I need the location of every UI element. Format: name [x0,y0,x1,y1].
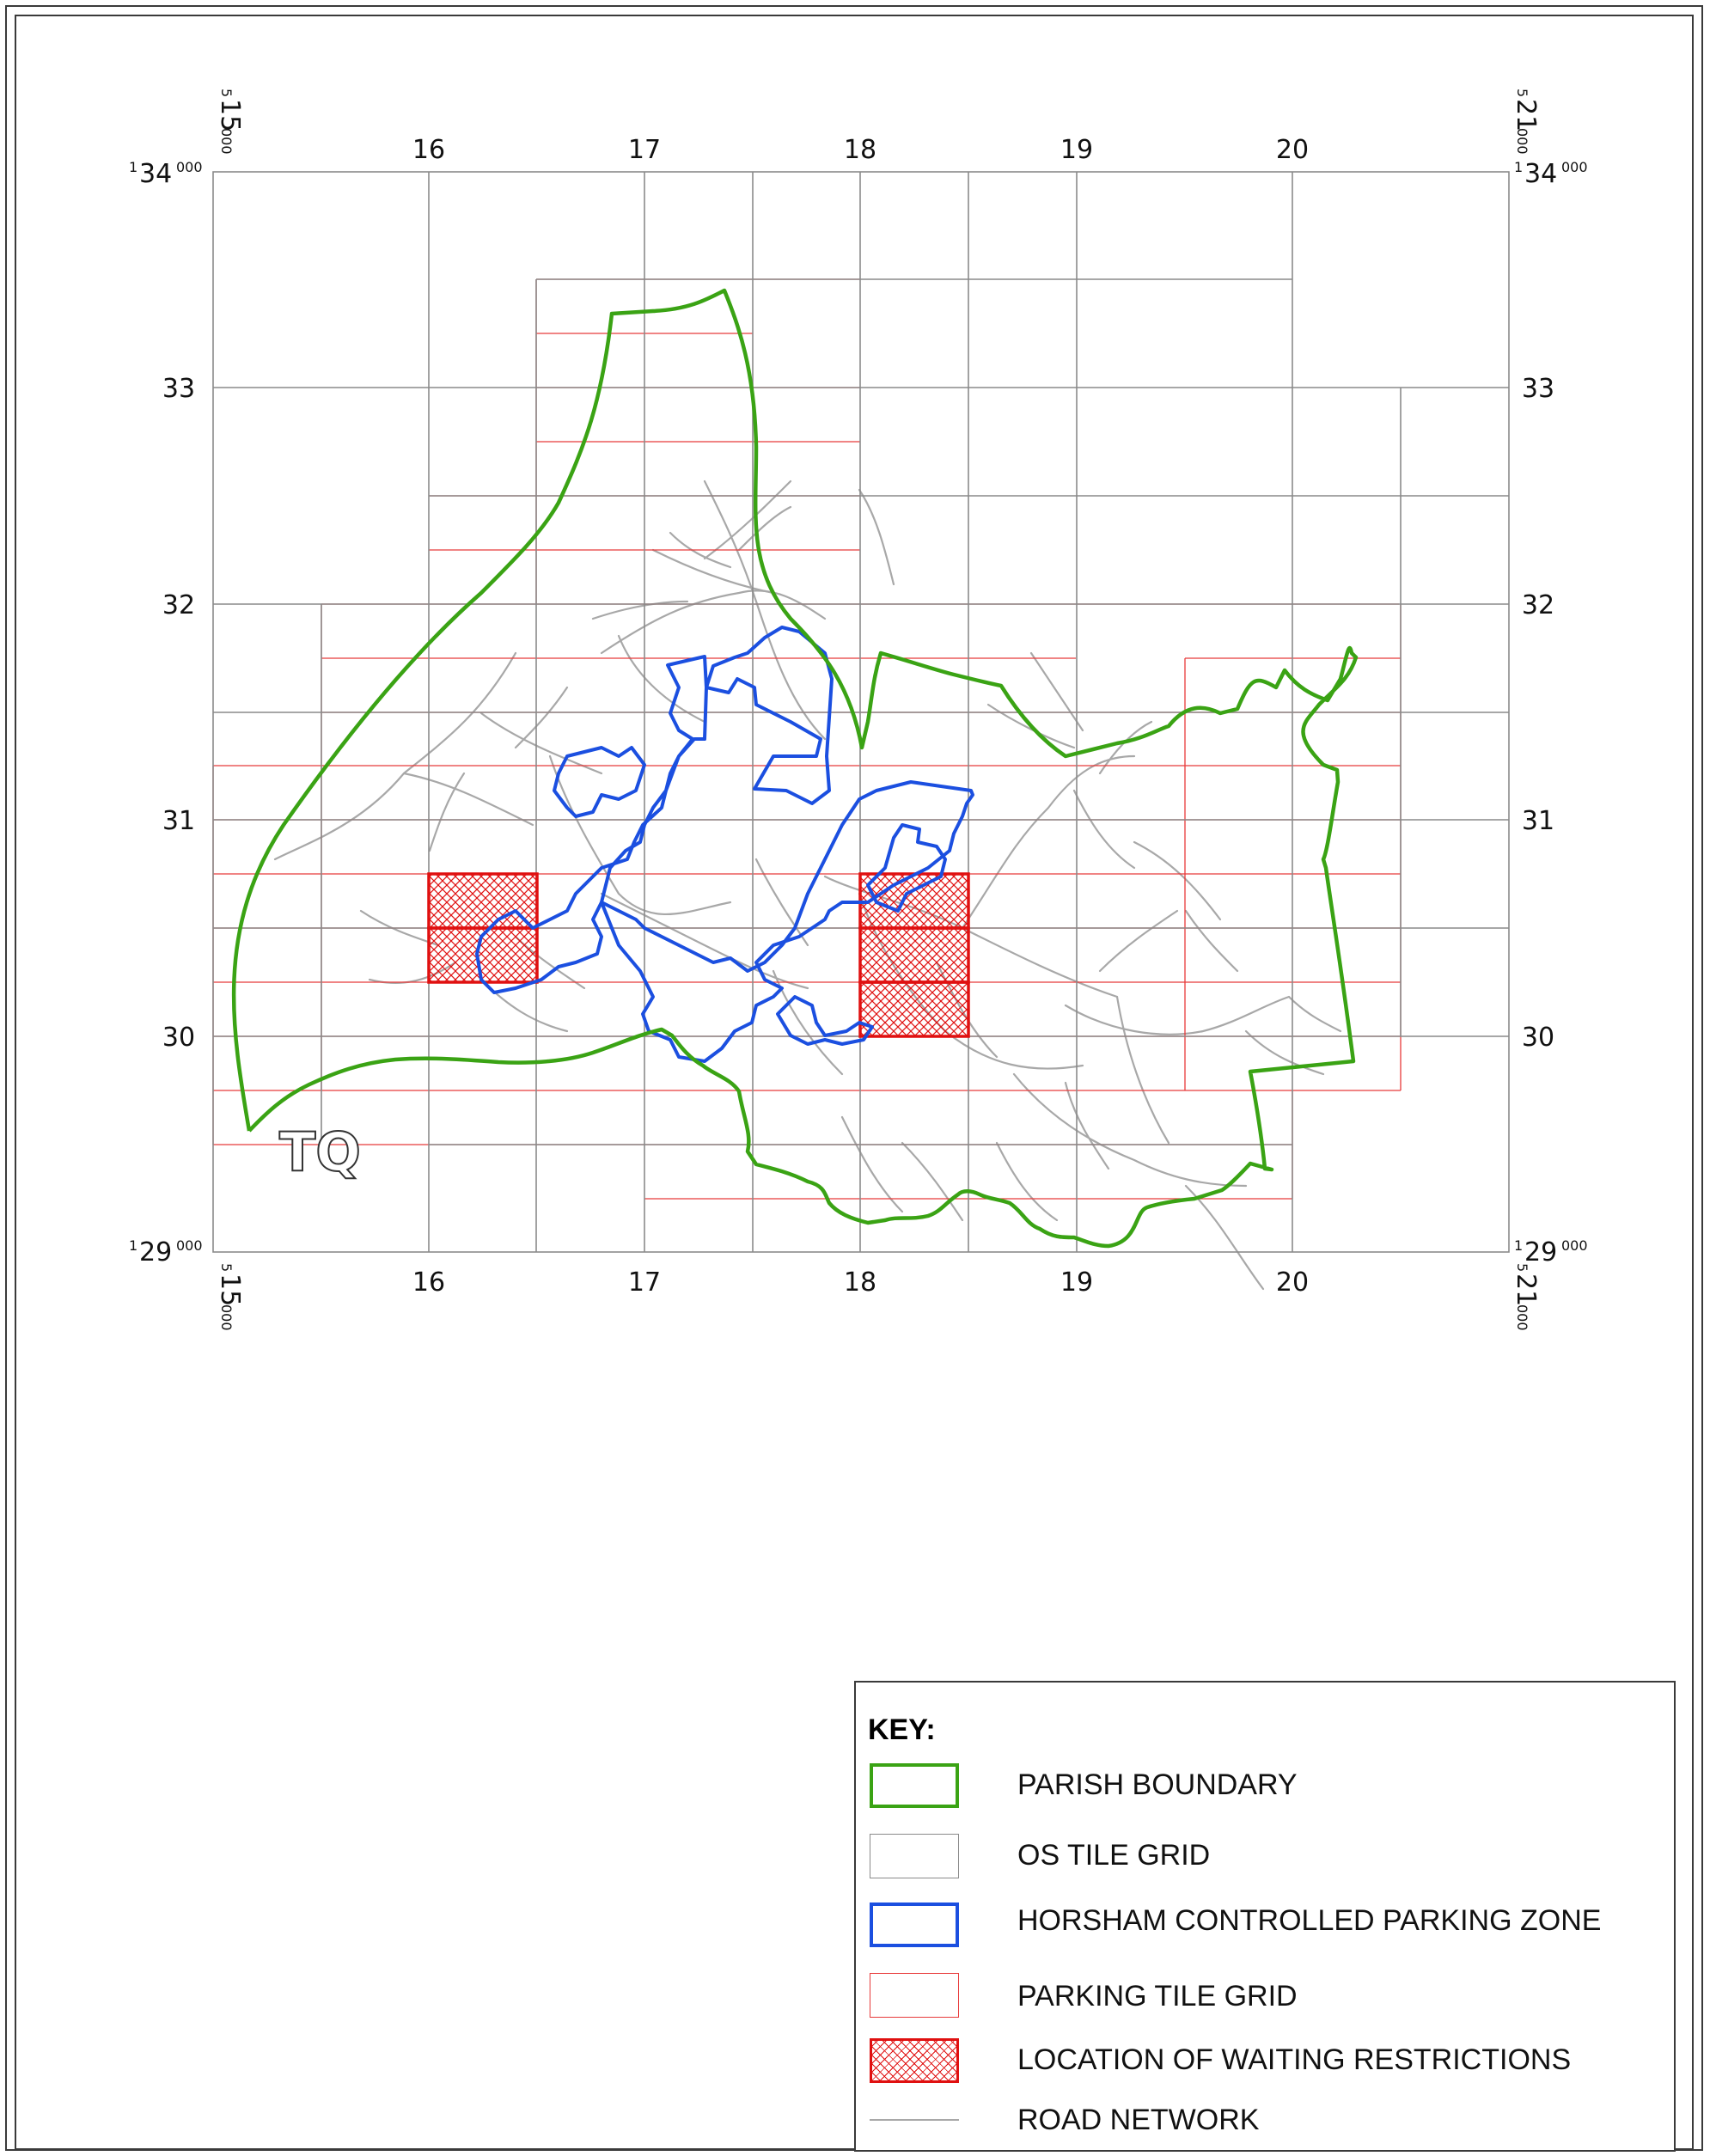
svg-text:29: 29 [139,1237,172,1267]
key-item-parish-boundary: PARISH BOUNDARY [856,1763,1674,1815]
svg-text:1: 1 [129,1237,137,1254]
easting-label: 16 [412,135,445,165]
corner-easting-top-left: 5 15 000 [215,89,245,155]
corner-northing-top-left: 1 34 000 [129,159,203,189]
svg-text:000: 000 [1561,1237,1588,1254]
northing-label: 32 [162,590,195,620]
svg-text:000: 000 [1514,128,1530,155]
northing-label: 33 [1522,374,1554,404]
svg-text:000: 000 [218,128,235,155]
controlled-parking-zone-swatch [870,1903,959,1947]
corner-easting-bottom-right: 5 21 000 [1511,1263,1541,1331]
svg-text:5: 5 [1514,1263,1530,1272]
os-tile-grid-swatch [870,1834,959,1878]
northing-label: 33 [162,374,195,404]
easting-label: 18 [844,135,876,165]
svg-text:000: 000 [1561,159,1588,175]
corner-northing-top-right: 1 34 000 [1514,159,1588,189]
svg-text:5: 5 [1514,89,1530,97]
parish-boundary-layer [231,288,1359,1249]
key-item-label: OS TILE GRID [1017,1839,1211,1872]
svg-text:5: 5 [218,1263,235,1272]
svg-text:21: 21 [1511,1273,1541,1306]
parish-boundary-swatch [870,1763,959,1808]
svg-text:000: 000 [1514,1304,1530,1331]
svg-text:5: 5 [218,89,235,97]
corner-easting-top-right: 5 21 000 [1511,89,1541,155]
key-item-parking-tile-grid: PARKING TILE GRID [856,1973,1674,2025]
easting-label: 18 [844,1267,876,1298]
key-item-os-tile-grid: OS TILE GRID [856,1834,1674,1885]
easting-label: 16 [412,1267,445,1298]
grid-letters: TQ [279,1121,361,1183]
svg-text:000: 000 [176,1237,203,1254]
northing-label: 32 [1522,590,1554,620]
key-item-waiting-restrictions: LOCATION OF WAITING RESTRICTIONS [856,2038,1674,2090]
corner-easting-bottom-left: 5 15 000 [215,1263,245,1331]
key-item-label: PARKING TILE GRID [1017,1980,1298,2012]
northing-label: 30 [1522,1023,1554,1053]
controlled-parking-zone-layer [475,626,974,1063]
easting-label: 19 [1060,1267,1093,1298]
map-key: KEY: PARISH BOUNDARY OS TILE GRID HORSHA… [854,1681,1676,2152]
eastings-bottom-labels: 16 17 18 19 20 [412,1267,1309,1298]
corner-northing-bottom-left: 1 29 000 [129,1237,203,1267]
key-item-label: HORSHAM CONTROLLED PARKING ZONE [1017,1904,1602,1937]
svg-text:34: 34 [139,159,172,189]
easting-label: 20 [1276,1267,1309,1298]
northings-left-labels: 33 32 31 30 [162,374,195,1053]
svg-text:1: 1 [1514,159,1523,175]
eastings-top-labels: 16 17 18 19 20 [412,135,1309,165]
svg-text:21: 21 [1511,99,1541,131]
easting-label: 17 [628,135,661,165]
svg-text:000: 000 [176,159,203,175]
road-network-swatch [870,2119,959,2121]
key-item-label: ROAD NETWORK [1017,2104,1260,2136]
svg-text:34: 34 [1524,159,1557,189]
waiting-restrictions-layer [427,872,970,1038]
svg-text:15: 15 [215,1273,245,1306]
corner-northing-bottom-right: 1 29 000 [1514,1237,1588,1267]
key-item-controlled-parking-zone: HORSHAM CONTROLLED PARKING ZONE [856,1903,1674,1954]
easting-label: 19 [1060,135,1093,165]
axis-labels: 16 17 18 19 20 16 17 18 19 20 33 32 31 30 33 32 31 30 [162,135,1554,1298]
svg-text:29: 29 [1524,1237,1557,1267]
parking-tile-grid-swatch [870,1973,959,2018]
key-item-label: LOCATION OF WAITING RESTRICTIONS [1017,2043,1572,2076]
os-tile-grid-layer [212,171,1510,1253]
svg-text:15: 15 [215,99,245,131]
waiting-restriction-tile [858,980,970,1038]
key-item-label: PARISH BOUNDARY [1017,1768,1298,1801]
northing-label: 30 [162,1023,195,1053]
corner-coordinates: 5 15 000 5 21 000 5 15 000 5 21 000 1 34… [129,89,1588,1331]
waiting-restrictions-swatch [870,2038,959,2083]
svg-text:1: 1 [1514,1237,1523,1254]
northing-label: 31 [162,806,195,836]
easting-label: 20 [1276,135,1309,165]
waiting-restriction-tile [427,872,539,930]
easting-label: 17 [628,1267,661,1298]
northing-label: 31 [1522,806,1554,836]
svg-text:000: 000 [218,1304,235,1331]
key-title: KEY: [868,1713,936,1746]
svg-text:1: 1 [129,159,137,175]
key-item-road-network: ROAD NETWORK [856,2098,1674,2150]
waiting-restriction-tile [858,926,970,984]
northings-right-labels: 33 32 31 30 [1522,374,1554,1053]
